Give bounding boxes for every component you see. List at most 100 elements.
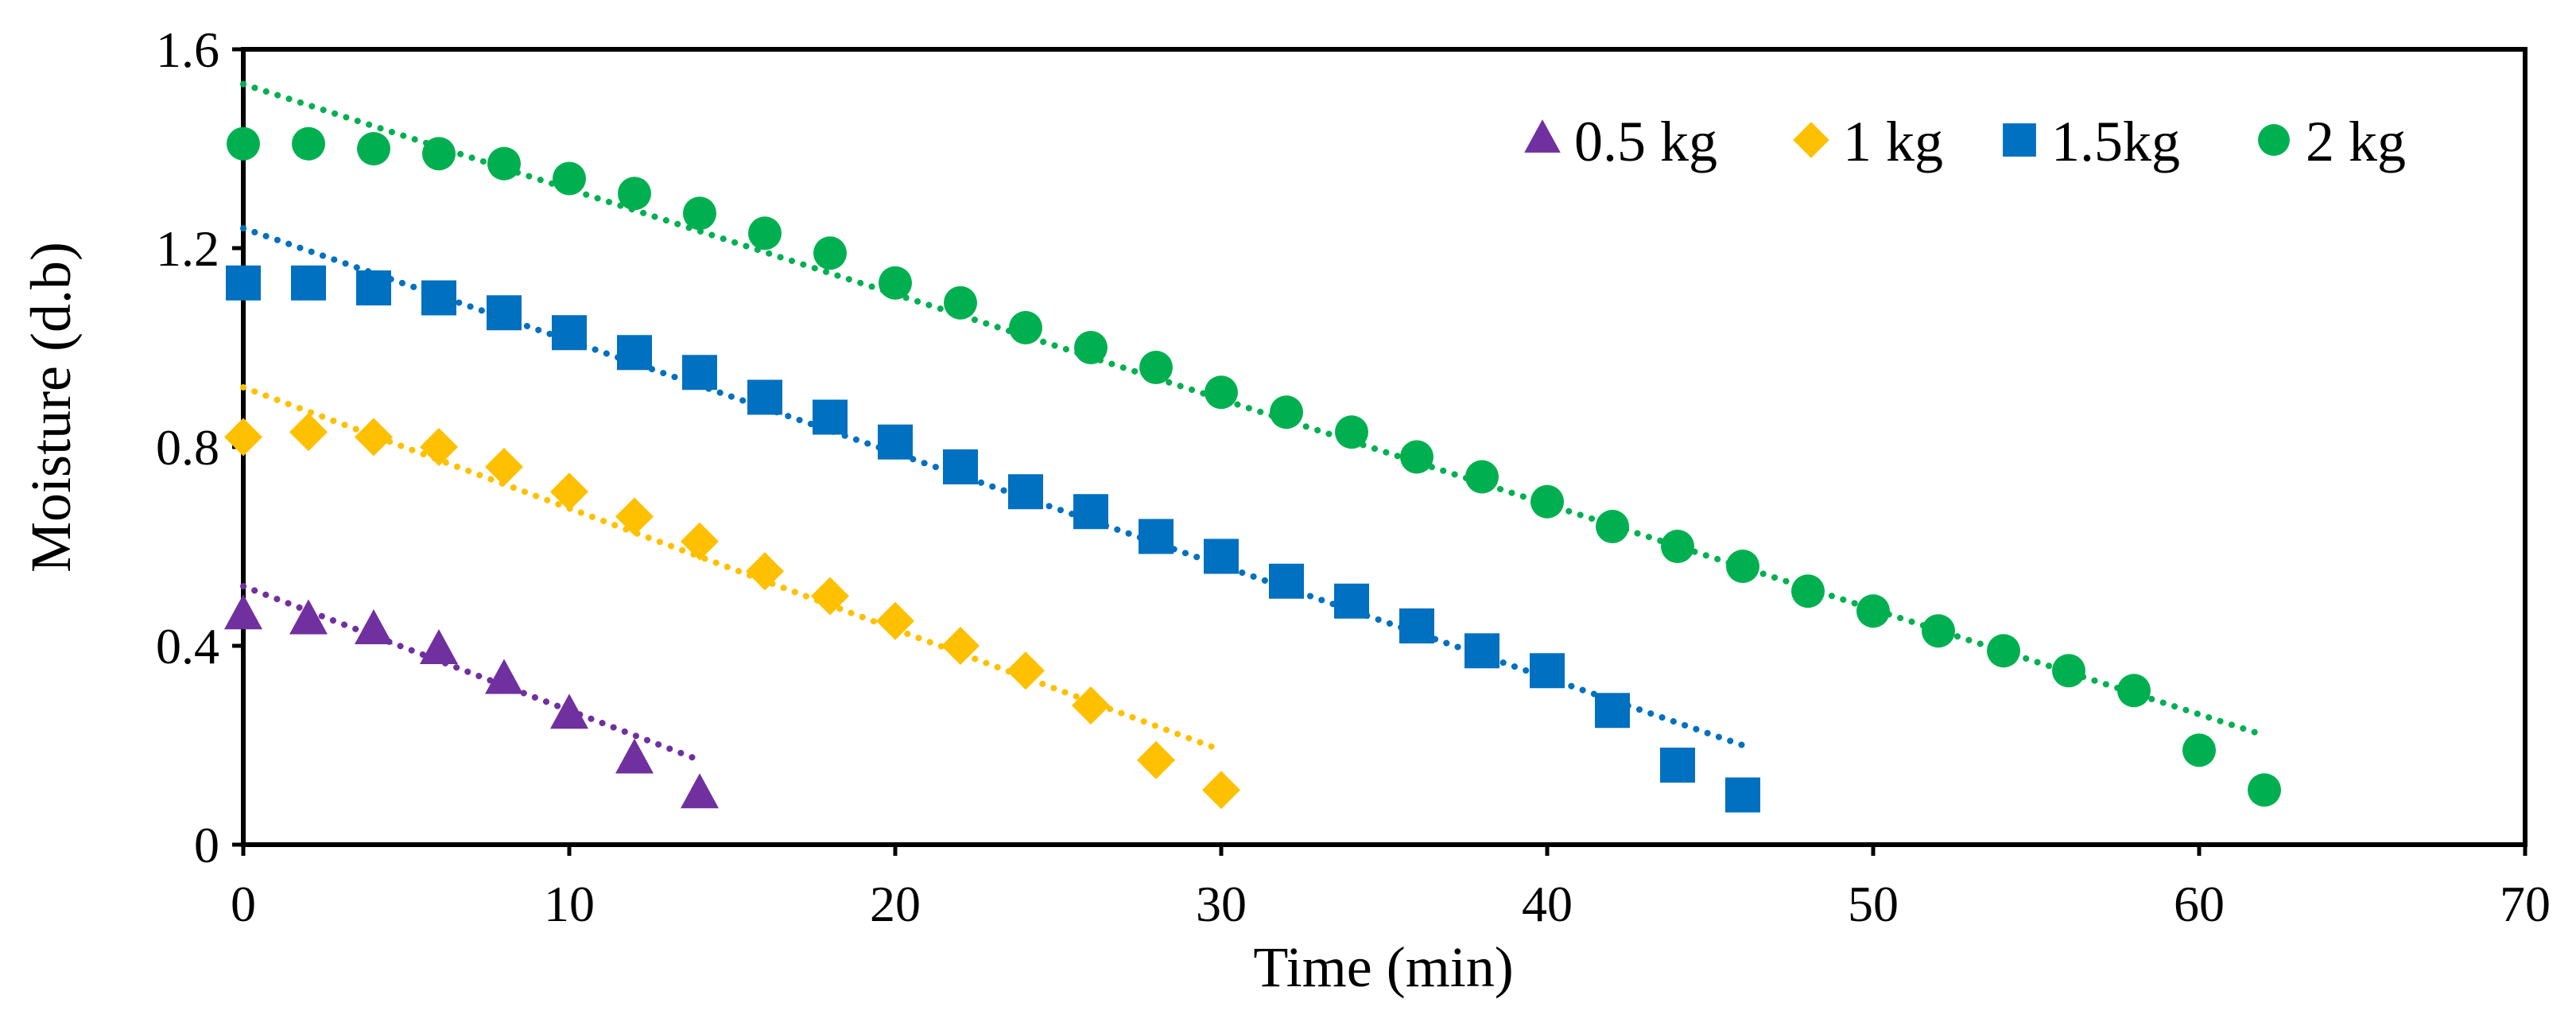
data-point-diamond — [1137, 740, 1175, 779]
legend-label: 1.5kg — [2051, 110, 2180, 173]
data-point-square — [421, 280, 456, 316]
legend-swatch-circle — [2258, 124, 2290, 156]
data-point-diamond — [681, 522, 719, 561]
data-point-square — [1399, 608, 1434, 643]
data-point-square — [487, 295, 522, 331]
y-tick-label: 0 — [194, 817, 219, 873]
data-point-triangle — [355, 608, 393, 644]
data-point-square — [226, 265, 261, 301]
legend-swatch-diamond — [1793, 122, 1829, 158]
x-axis-ticks: 0 10 20 30 40 50 60 70 — [231, 845, 2551, 932]
y-tick-label: 1.2 — [156, 220, 219, 277]
legend-label: 1 kg — [1843, 110, 1943, 173]
data-point-circle — [1987, 634, 2020, 668]
data-point-square — [1008, 474, 1043, 510]
data-point-triangle — [289, 599, 328, 635]
data-point-square — [1725, 777, 1760, 813]
data-point-square — [1334, 583, 1369, 619]
data-point-square — [943, 449, 978, 484]
data-point-circle — [1596, 510, 1629, 543]
legend-swatch-triangle — [1524, 119, 1561, 153]
data-point-square — [617, 335, 652, 371]
y-axis-title: Moisture (d.b) — [19, 242, 83, 573]
data-point-diamond — [746, 552, 784, 591]
data-point-circle — [944, 286, 977, 320]
data-point-circle — [618, 177, 651, 211]
data-point-circle — [1400, 440, 1433, 474]
data-point-square — [682, 355, 717, 391]
data-point-square — [813, 399, 848, 435]
data-point-square — [1073, 494, 1108, 530]
data-point-square — [291, 265, 326, 301]
data-point-circle — [1335, 415, 1368, 449]
data-point-diamond — [941, 627, 980, 665]
data-point-circle — [1009, 311, 1042, 344]
data-markers — [224, 126, 2281, 813]
y-tick-label: 0.8 — [156, 419, 219, 476]
data-point-diamond — [615, 497, 654, 536]
data-point-triangle — [485, 659, 523, 694]
data-point-circle — [2052, 654, 2085, 688]
data-point-square — [747, 379, 782, 415]
x-tick-label: 40 — [1522, 876, 1573, 932]
data-point-circle — [1726, 550, 1759, 583]
data-point-circle — [1661, 530, 1694, 563]
y-tick-label: 0.4 — [156, 618, 219, 674]
data-point-circle — [1139, 351, 1173, 384]
data-point-circle — [2182, 733, 2216, 768]
data-point-square — [1595, 693, 1630, 729]
x-tick-label: 60 — [2174, 876, 2225, 932]
data-point-diamond — [550, 472, 588, 511]
data-point-circle — [748, 216, 782, 251]
data-point-circle — [1791, 574, 1825, 608]
data-point-diamond — [224, 418, 262, 457]
x-tick-label: 10 — [544, 876, 595, 932]
data-point-circle — [683, 196, 716, 231]
y-tick-label: 1.6 — [156, 21, 219, 78]
data-point-circle — [1074, 331, 1108, 364]
data-point-square — [1139, 519, 1174, 554]
data-point-square — [878, 424, 913, 460]
data-point-triangle — [420, 628, 458, 664]
data-point-circle — [553, 161, 586, 196]
data-point-circle — [879, 266, 912, 300]
data-point-triangle — [550, 694, 588, 729]
x-tick-label: 20 — [870, 876, 921, 932]
data-point-square — [1530, 653, 1565, 689]
data-point-circle — [357, 132, 390, 165]
data-point-diamond — [355, 418, 393, 457]
data-point-circle — [292, 126, 325, 161]
data-point-diamond — [289, 413, 328, 452]
data-point-square — [1269, 563, 1304, 599]
data-point-circle — [487, 146, 521, 181]
data-point-diamond — [876, 601, 914, 640]
data-point-circle — [2117, 674, 2151, 708]
x-tick-label: 70 — [2500, 876, 2551, 932]
data-point-square — [552, 315, 587, 351]
data-point-circle — [1856, 594, 1890, 628]
data-point-diamond — [1202, 771, 1240, 810]
legend-swatch-square — [2003, 123, 2036, 157]
trendline-triangle — [240, 583, 703, 764]
legend-label: 0.5 kg — [1574, 110, 1717, 173]
legend: 0.5 kg 1 kg 1.5kg 2 kg — [1524, 110, 2406, 173]
data-point-circle — [2248, 773, 2281, 807]
data-point-diamond — [485, 448, 523, 486]
x-tick-label: 50 — [1848, 876, 1899, 932]
data-point-square — [356, 270, 391, 305]
data-point-square — [1660, 748, 1695, 783]
data-point-diamond — [420, 428, 458, 466]
data-point-square — [1204, 538, 1239, 574]
data-point-triangle — [224, 594, 262, 630]
x-tick-label: 0 — [231, 876, 256, 932]
data-point-diamond — [811, 577, 849, 616]
data-point-circle — [1530, 484, 1564, 519]
data-point-circle — [422, 137, 456, 171]
data-point-circle — [813, 236, 847, 270]
y-axis-ticks: 0 0.4 0.8 1.2 1.6 — [156, 21, 243, 873]
data-point-diamond — [1072, 686, 1110, 725]
data-point-triangle — [681, 773, 719, 809]
data-point-circle — [227, 126, 260, 161]
